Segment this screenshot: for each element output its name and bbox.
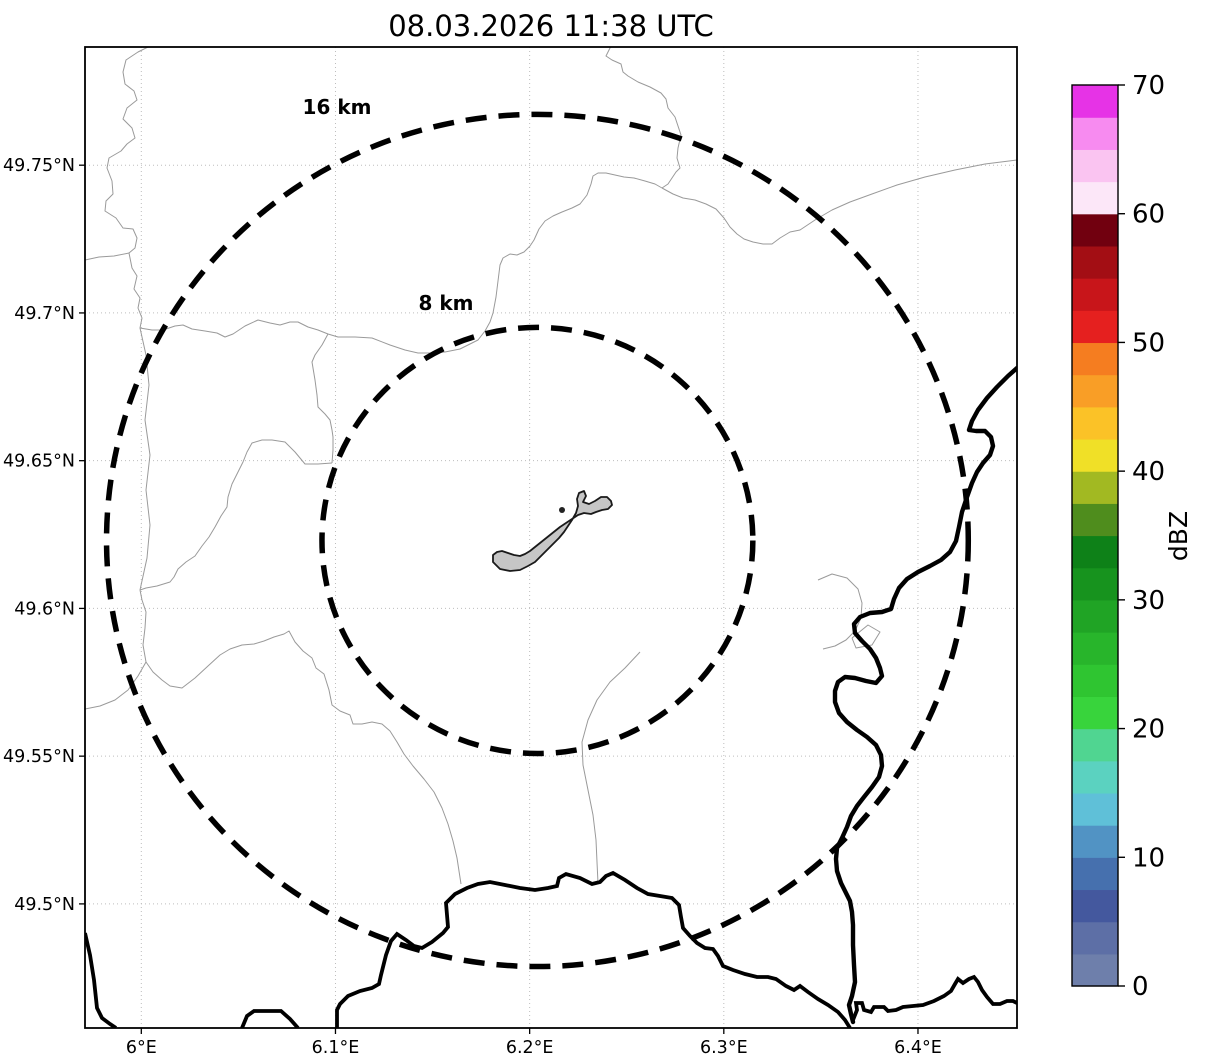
colorbar-segment (1072, 85, 1118, 118)
radar-site-marker (559, 507, 565, 513)
range-rings-layer (103, 111, 972, 970)
colorbar-segment (1072, 503, 1118, 537)
y-tick-label: 49.6°N (14, 599, 75, 619)
commune-border-line (85, 661, 147, 710)
colorbar-segment (1072, 889, 1118, 923)
x-tick-label: 6.1°E (312, 1038, 360, 1058)
country-border-line (335, 870, 852, 1028)
y-tick-label: 49.5°N (14, 895, 75, 915)
commune-border-line (817, 573, 863, 650)
colorbar-tick-label: 30 (1132, 586, 1165, 616)
colorbar-tick-label: 50 (1132, 328, 1165, 358)
figure-title: 08.03.2026 11:38 UTC (388, 9, 714, 43)
commune-border-line (139, 589, 462, 885)
map-geometry-layer (85, 47, 1017, 1028)
colorbar-segment (1072, 760, 1118, 794)
y-tick-label: 49.55°N (3, 747, 75, 767)
x-tick-label: 6°E (126, 1038, 157, 1058)
commune-border-line (661, 159, 1017, 245)
range-ring-label: 16 km (303, 95, 372, 119)
axes-frame (84, 46, 1018, 1029)
range-ring-16km (103, 111, 972, 970)
colorbar-tick-label: 40 (1132, 457, 1165, 487)
colorbar-segment (1072, 857, 1118, 891)
colorbar-segment (1072, 567, 1118, 601)
country-border-line (851, 974, 1017, 1021)
commune-border-line (139, 172, 663, 354)
colorbar-segment (1072, 825, 1118, 858)
colorbar-segment (1072, 438, 1118, 472)
colorbar-segment (1072, 792, 1118, 826)
y-tick-label: 49.7°N (14, 304, 75, 324)
colorbar-segment (1072, 117, 1118, 150)
colorbar-axis-label: dBZ (1164, 511, 1193, 561)
range-ring-label: 8 km (418, 291, 473, 315)
commune-border-line (581, 651, 641, 884)
y-tick-label: 49.65°N (3, 452, 75, 472)
commune-border-line (139, 439, 333, 591)
colorbar-segment (1072, 953, 1118, 987)
colorbar-segment (1072, 664, 1118, 697)
colorbar-layer: 0 10 20 30 40 50 60 70 dBZ (1071, 71, 1193, 1002)
colorbar-segment (1072, 342, 1118, 376)
range-ring-8km (319, 324, 756, 757)
y-tick-label: 49.75°N (3, 156, 75, 176)
colorbar-segment (1072, 535, 1118, 569)
colorbar-segment (1072, 728, 1118, 762)
x-tick-label: 6.3°E (700, 1038, 748, 1058)
x-tick-label: 6.4°E (894, 1038, 942, 1058)
colorbar-tick-label: 70 (1132, 71, 1165, 101)
commune-border-line (85, 252, 130, 261)
colorbar-segment (1072, 278, 1118, 311)
axes-frame-layer (84, 46, 1018, 1029)
colorbar-segment (1072, 213, 1118, 247)
commune-border-line (311, 333, 334, 464)
commune-border-line (605, 47, 682, 189)
colorbar-segment (1072, 471, 1118, 504)
colorbar-segment (1072, 696, 1118, 730)
colorbar-segment (1072, 921, 1118, 955)
colorbar-segment (1072, 632, 1118, 665)
colorbar-segment (1072, 149, 1118, 183)
commune-border-line (851, 624, 881, 649)
colorbar-segment (1072, 181, 1118, 215)
colorbar-tick-label: 60 (1132, 200, 1165, 230)
river-line (832, 365, 1017, 1025)
colorbar-segment (1072, 310, 1118, 344)
radar-site-layer: 8 km 16 km (303, 95, 613, 572)
colorbar-segment (1072, 599, 1118, 633)
radar-site-polygon (492, 490, 613, 572)
colorbar-tick-label: 10 (1132, 843, 1165, 873)
colorbar-segment (1072, 245, 1118, 279)
x-tick-label: 6.2°E (506, 1038, 554, 1058)
colorbar-tick-label: 0 (1132, 972, 1149, 1002)
colorbar-segment (1072, 374, 1118, 408)
colorbar-frame (1071, 84, 1119, 987)
colorbar-segment (1072, 406, 1118, 440)
country-border-line (240, 1009, 300, 1028)
colorbar-tick-label: 20 (1132, 715, 1165, 745)
axis-labels-layer: 6°E 6.1°E 6.2°E 6.3°E 6.4°E 49.5°N 49.55°N 49.6… (3, 156, 942, 1058)
country-border-line (85, 932, 118, 1028)
